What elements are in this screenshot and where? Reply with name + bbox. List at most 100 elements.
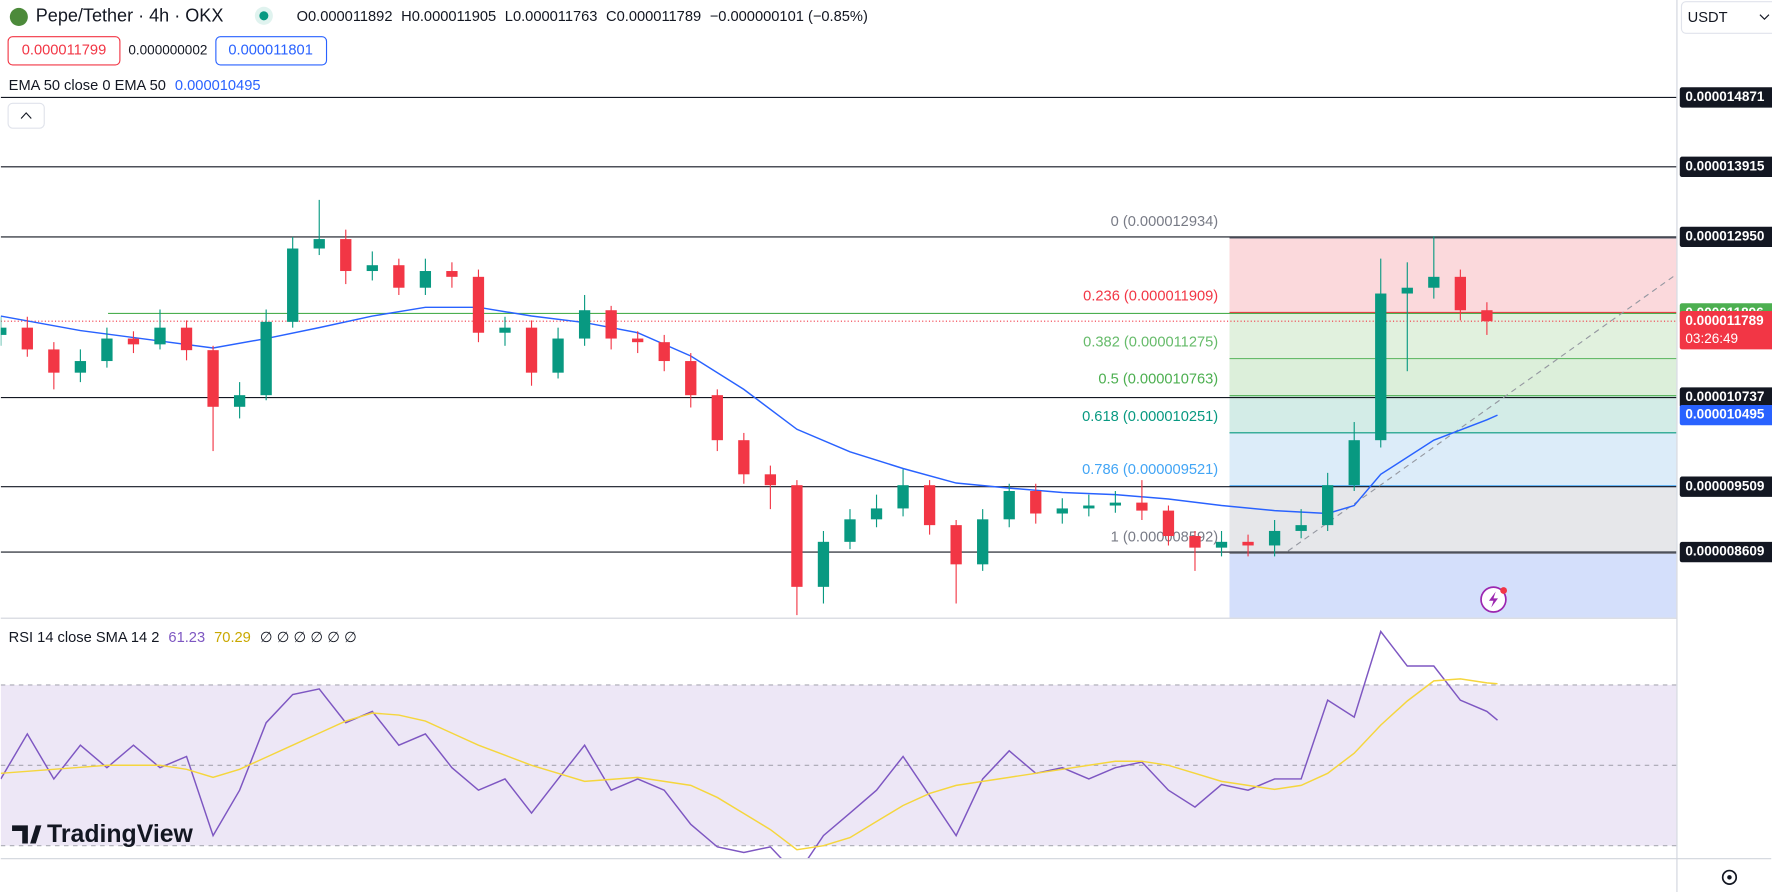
candle-body bbox=[977, 519, 989, 565]
fib-zone bbox=[1229, 485, 1677, 554]
candle-body bbox=[366, 265, 378, 272]
fib-level-label: 0.618 (0.000010251) bbox=[1082, 409, 1218, 425]
ohlc-label: L bbox=[505, 9, 513, 25]
axes: 0.000014871 0.000013915 0.000012950 0.00001… bbox=[1679, 87, 1772, 563]
sell-button[interactable] bbox=[7, 36, 121, 66]
candle-body bbox=[21, 327, 33, 350]
ohlc-value: 0.000011789 bbox=[617, 9, 702, 25]
ohlc-value: 0.000011763 bbox=[513, 9, 598, 25]
level-price-box bbox=[1679, 226, 1772, 248]
candle-body bbox=[552, 338, 564, 373]
candle-body bbox=[260, 321, 272, 396]
candle-body bbox=[870, 508, 883, 520]
candle-body bbox=[499, 327, 511, 333]
candle-body bbox=[923, 485, 936, 526]
ohlc-legend: O0.000011892 H0.000011905 L0.000011763 C… bbox=[297, 9, 868, 25]
candle-body bbox=[1109, 502, 1122, 506]
spread: 0.000000002 bbox=[128, 42, 207, 57]
fib-zone bbox=[1229, 553, 1677, 618]
ohlc-label: O bbox=[297, 9, 308, 25]
fib-level-label: 0.5 (0.000010763) bbox=[1098, 372, 1218, 388]
rsi-line bbox=[0, 629, 1498, 859]
candle-body bbox=[1083, 505, 1095, 509]
candle-body bbox=[1003, 491, 1015, 520]
candle-body bbox=[1189, 536, 1201, 548]
candle-body bbox=[233, 395, 246, 407]
ohlc-value: 0.000011892 bbox=[308, 9, 393, 25]
rsi-sma-value: 70.29 bbox=[214, 630, 251, 646]
candle-body bbox=[287, 248, 299, 322]
candle-body bbox=[207, 350, 219, 407]
ema-line bbox=[0, 306, 1498, 515]
fib-zone bbox=[1229, 395, 1677, 433]
candle-body bbox=[711, 395, 723, 441]
candle-body bbox=[1056, 508, 1068, 514]
candle-body bbox=[764, 474, 777, 486]
symbol-icon bbox=[9, 7, 28, 26]
ema-legend: EMA 50 close 0 EMA 50 0.000010495 bbox=[9, 78, 261, 94]
candle-body bbox=[1162, 510, 1175, 537]
ema-price-box-text: 0.000010495 bbox=[1685, 407, 1764, 422]
candle-body bbox=[1481, 310, 1493, 322]
last-price-box-countdown: 03:26:49 bbox=[1685, 331, 1738, 346]
candle-body bbox=[950, 525, 962, 565]
level-price-box-text: 0.000014871 bbox=[1685, 89, 1764, 104]
level-price-box-text: 0.000012950 bbox=[1685, 228, 1764, 243]
candle-body bbox=[685, 361, 697, 396]
level-price-box bbox=[1679, 156, 1772, 178]
buy-button[interactable] bbox=[215, 36, 328, 66]
rsi-pane bbox=[0, 629, 1677, 859]
candle-body bbox=[74, 361, 87, 373]
last-price-box bbox=[1679, 311, 1772, 350]
level-price-box-text: 0.000009509 bbox=[1685, 478, 1764, 493]
candle-body bbox=[419, 271, 432, 288]
fib-zone bbox=[1229, 238, 1677, 313]
ema-price-box bbox=[1679, 404, 1772, 426]
settings-button[interactable] bbox=[1721, 869, 1738, 885]
candle-body bbox=[844, 519, 856, 542]
candle-body bbox=[525, 327, 538, 373]
candle-body bbox=[578, 310, 591, 339]
candle-body bbox=[472, 276, 485, 333]
level-price-box-text: 0.000013915 bbox=[1685, 158, 1764, 173]
candle-body bbox=[791, 485, 803, 587]
price-pane: 0 (0.000012934) 0.236 (0.000011909) 0.382 … bbox=[0, 96, 1677, 618]
settings-icon bbox=[1727, 875, 1732, 880]
candle-body bbox=[1136, 502, 1148, 511]
candle-body bbox=[180, 327, 193, 351]
candle-body bbox=[154, 327, 166, 345]
last-price-box-text: 0.000011789 bbox=[1685, 313, 1764, 328]
level-price-box bbox=[1679, 476, 1772, 497]
candle-body bbox=[1295, 525, 1307, 531]
level-price-box bbox=[1679, 87, 1772, 108]
fib-level-label: 0 (0.000012934) bbox=[1111, 214, 1219, 230]
currency-label: USDT bbox=[1688, 10, 1728, 26]
fib-zone bbox=[1229, 312, 1677, 359]
candle-body bbox=[1322, 485, 1334, 526]
status-dot bbox=[259, 11, 269, 21]
fib-level-label: 0.236 (0.000011909) bbox=[1083, 289, 1218, 305]
fib-zone bbox=[1229, 432, 1677, 486]
candle-body bbox=[1268, 530, 1281, 546]
ohlc-change: −0.000000101 (−0.85%) bbox=[710, 9, 868, 25]
currency-dropdown[interactable] bbox=[1680, 1, 1772, 34]
ema-value: 0.000010495 bbox=[175, 78, 261, 94]
candle-body bbox=[897, 485, 909, 509]
symbol-title: Pepe/Tether · 4h · OKX bbox=[36, 6, 224, 26]
candle-body bbox=[393, 265, 405, 288]
candle-body bbox=[1242, 541, 1254, 546]
candle-body bbox=[1401, 287, 1413, 294]
candle-body bbox=[1215, 541, 1228, 548]
dropdown-arrow bbox=[1759, 14, 1770, 20]
candle-body bbox=[340, 239, 352, 272]
level-price-box bbox=[1679, 387, 1772, 408]
collapse-button[interactable] bbox=[7, 102, 45, 129]
collapse-icon bbox=[20, 112, 32, 119]
level-price-box-text: 0.000008609 bbox=[1685, 544, 1764, 559]
brand-logo bbox=[12, 825, 42, 844]
candle-body bbox=[817, 541, 830, 587]
alert-dot bbox=[1500, 587, 1508, 594]
candle-body bbox=[1348, 440, 1360, 486]
fib-level-label: 0.382 (0.000011275) bbox=[1083, 335, 1218, 351]
candle-body bbox=[101, 338, 113, 362]
